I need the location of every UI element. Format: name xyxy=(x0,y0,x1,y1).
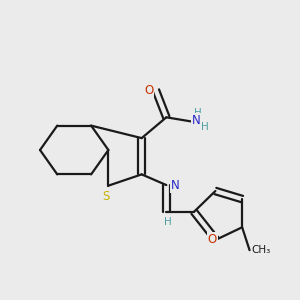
Text: N: N xyxy=(171,178,180,192)
Text: H: H xyxy=(194,108,201,118)
Text: O: O xyxy=(144,84,153,97)
Text: CH₃: CH₃ xyxy=(251,245,270,255)
Text: N: N xyxy=(192,114,200,127)
Text: H: H xyxy=(164,217,172,226)
Text: S: S xyxy=(102,190,110,203)
Text: O: O xyxy=(208,233,217,246)
Text: H: H xyxy=(200,122,208,132)
